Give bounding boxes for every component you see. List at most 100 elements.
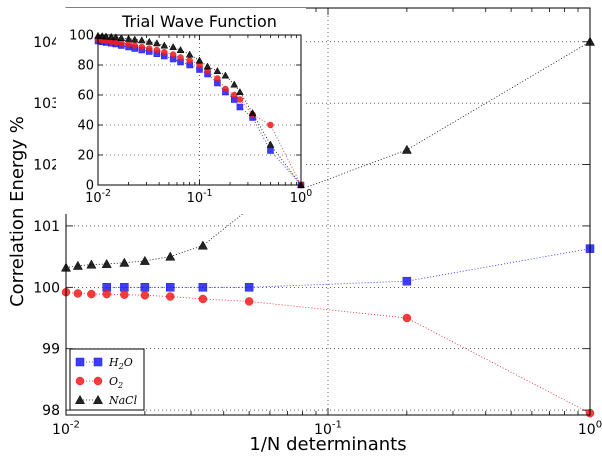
legend-label-subscript: 2 <box>118 362 124 371</box>
legend-marker-circle <box>75 376 85 386</box>
legend-label: NaCl <box>108 394 138 407</box>
inset-data-point-circle <box>153 46 161 54</box>
inset-data-point-triangle <box>248 109 257 117</box>
main-data-point-triangle <box>72 260 83 270</box>
inset-data-point-triangle <box>137 36 146 44</box>
main-x-tick-label: 100 <box>578 420 602 438</box>
inset-data-point-circle <box>146 45 153 52</box>
inset-data-point-triangle <box>130 35 139 43</box>
main-x-tick-label-exponent: 0 <box>596 420 602 431</box>
legend-label-subscript: 2 <box>117 381 123 390</box>
main-data-point-circle <box>244 297 254 306</box>
main-data-point-square <box>244 283 254 292</box>
inset-x-tick-label-exponent: 0 <box>306 188 312 199</box>
main-x-tick-label: 10-1 <box>314 420 342 438</box>
inset-data-point-circle <box>118 40 125 47</box>
inset-data-point-triangle <box>230 80 239 88</box>
main-data-point-circle <box>102 289 111 299</box>
inset-data-point-triangle <box>221 71 230 79</box>
main-y-tick-label: 102 <box>33 158 60 174</box>
inset-x-tick-label: 100 <box>290 188 313 206</box>
main-data-point-circle <box>198 294 208 304</box>
inset-data-point-triangle <box>152 39 161 47</box>
inset-data-point-circle <box>267 121 274 129</box>
legend-entry-triangle: NaCl <box>74 394 138 407</box>
main-data-point-square <box>140 283 150 292</box>
inset-data-point-triangle <box>102 32 110 40</box>
inset-y-tick-label: 100 <box>69 29 94 44</box>
inset-data-point-triangle <box>176 46 185 54</box>
main-x-tick-label-base: 10 <box>314 422 332 438</box>
main-data-point-triangle <box>139 255 150 265</box>
main-y-tick-label: 103 <box>33 96 60 112</box>
inset-x-tick-label-exponent: -1 <box>203 188 212 199</box>
inset-data-point-circle <box>138 43 146 51</box>
main-data-point-circle <box>166 292 175 301</box>
main-data-point-square <box>402 276 412 286</box>
legend-label-tail: O <box>124 356 133 369</box>
inset-y-tick-label: 80 <box>77 59 94 74</box>
main-y-tick-label: 104 <box>33 35 60 51</box>
legend-marker-square <box>75 357 85 367</box>
main-data-point-triangle <box>197 240 208 250</box>
main-y-tick-label: 101 <box>33 219 60 235</box>
main-data-point-square <box>198 283 208 292</box>
inset-data-point-circle <box>131 42 138 49</box>
inset-axes-frame <box>97 34 302 186</box>
inset-y-tick-label: 40 <box>77 119 94 134</box>
main-data-point-circle <box>73 289 83 298</box>
main-data-point-triangle <box>101 258 112 268</box>
inset-data-point-triangle <box>160 41 169 49</box>
inset-data-point-triangle <box>266 140 275 148</box>
main-data-point-triangle <box>401 144 412 154</box>
inset-x-tick-label-exponent: -2 <box>102 188 111 199</box>
inset-data-point-circle <box>177 54 184 61</box>
main-data-point-square <box>120 283 129 292</box>
inset-data-point-triangle <box>117 34 126 42</box>
x-axis-title: 1/N determinants <box>249 434 406 455</box>
legend-label-base: O <box>109 375 118 388</box>
main-data-point-circle <box>120 290 129 299</box>
inset-x-tick-label: 10-2 <box>85 188 111 206</box>
inset-data-point-triangle <box>203 62 212 70</box>
inset-data-point-triangle <box>107 32 116 40</box>
main-x-tick-label-exponent: -1 <box>332 420 342 431</box>
main-data-point-triangle <box>86 259 97 269</box>
legend-label-base: NaCl <box>108 394 138 407</box>
main-data-point-triangle <box>119 257 130 267</box>
main-x-tick-label: 10-2 <box>52 420 80 438</box>
inset-x-tick-label-base: 10 <box>290 191 307 206</box>
inset-y-tick-label: 0 <box>86 179 94 194</box>
main-x-tick-label-base: 10 <box>578 422 596 438</box>
main-data-point-circle <box>87 289 96 299</box>
inset-x-tick-label: 10-1 <box>187 188 213 206</box>
inset-x-tick-label-base: 10 <box>187 191 204 206</box>
legend-marker-square <box>93 357 103 367</box>
inset-data-point-triangle <box>185 50 194 58</box>
inset-title: Trial Wave Function <box>121 12 277 31</box>
main-y-tick-label: 99 <box>42 342 60 358</box>
main-x-tick-label-exponent: -2 <box>70 420 80 431</box>
main-data-point-circle <box>402 313 412 323</box>
inset-x-tick-label-base: 10 <box>85 191 102 206</box>
legend-marker-triangle <box>74 394 86 404</box>
inset-data-point-circle <box>214 75 221 82</box>
main-data-point-triangle <box>165 251 176 261</box>
main-data-point-circle <box>140 291 150 300</box>
inset-data-point-triangle <box>145 37 154 45</box>
inset-data-point-circle <box>169 51 177 58</box>
main-y-tick-label: 100 <box>33 280 60 296</box>
main-y-tick-label: 98 <box>42 403 60 419</box>
legend-entry-circle: O2 <box>75 375 123 390</box>
main-data-point-square <box>166 283 175 292</box>
inset-data-point-triangle <box>169 43 178 51</box>
main-x-tick-label-base: 10 <box>52 422 70 438</box>
main-series-connector <box>65 41 591 269</box>
legend-label: O2 <box>109 375 123 390</box>
inset-y-tick-label: 20 <box>77 149 94 164</box>
inset-data-point-circle <box>125 40 132 48</box>
